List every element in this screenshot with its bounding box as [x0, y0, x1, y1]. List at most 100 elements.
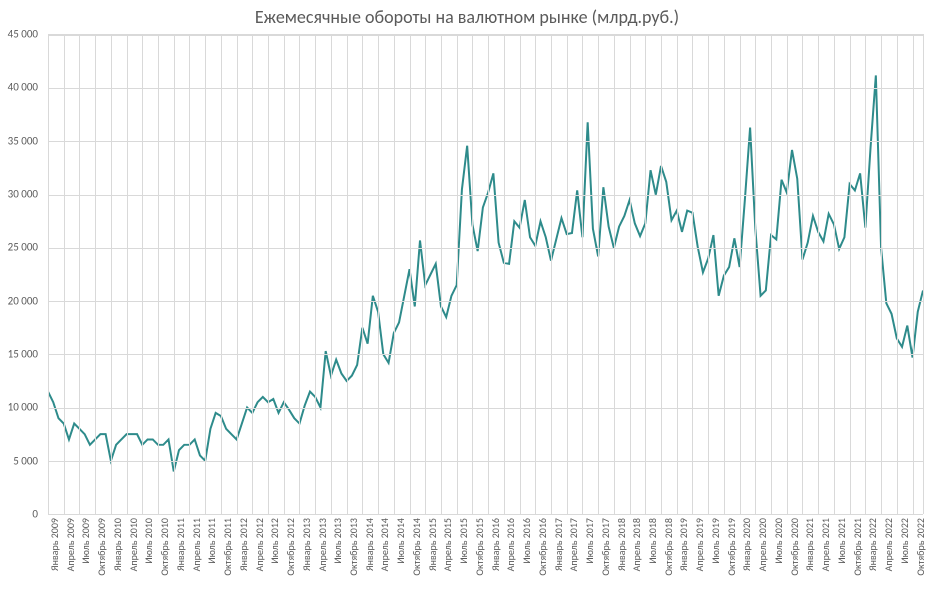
gridline-v [598, 35, 599, 514]
y-axis: 05 00010 00015 00020 00025 00030 00035 0… [0, 34, 44, 514]
x-tick-label: Апрель 2016 [504, 518, 517, 571]
plot-area [48, 34, 924, 514]
y-tick-label: 5 000 [13, 454, 38, 467]
gridline-v [488, 35, 489, 514]
x-tick-label: Октябрь 2015 [473, 518, 486, 576]
x-tick-label: Апрель 2010 [127, 518, 140, 571]
x-tick-label: Октябрь 2012 [284, 518, 297, 576]
gridline-v [677, 35, 678, 514]
y-tick-label: 45 000 [8, 28, 38, 41]
x-tick-label: Октябрь 2010 [158, 518, 171, 576]
gridline-h [48, 408, 923, 409]
gridline-v [457, 35, 458, 514]
x-tick-label: Июль 2014 [394, 518, 407, 564]
series-line [48, 75, 923, 471]
x-tick-label: Октябрь 2019 [725, 518, 738, 576]
line-chart-svg [48, 35, 923, 514]
x-axis: Январь 2009Апрель 2009Июль 2009Октябрь 2… [48, 516, 924, 594]
gridline-h [48, 88, 923, 89]
gridline-v [410, 35, 411, 514]
x-tick-label: Апрель 2019 [693, 518, 706, 571]
x-tick-label: Январь 2020 [740, 518, 753, 571]
chart-title: Ежемесячные обороты на валютном рынке (м… [0, 6, 934, 28]
gridline-v [299, 35, 300, 514]
x-tick-label: Январь 2009 [48, 518, 61, 571]
gridline-h [48, 461, 923, 462]
x-tick-label: Октябрь 2021 [851, 518, 864, 576]
y-tick-label: 40 000 [8, 81, 38, 94]
x-tick-label: Июль 2011 [205, 518, 218, 564]
y-tick-label: 20 000 [8, 294, 38, 307]
gridline-v [347, 35, 348, 514]
gridline-v [755, 35, 756, 514]
gridline-v [237, 35, 238, 514]
x-tick-label: Июль 2020 [772, 518, 785, 564]
x-tick-label: Январь 2022 [866, 518, 879, 571]
x-tick-label: Июль 2009 [79, 518, 92, 564]
y-tick-label: 35 000 [8, 134, 38, 147]
x-tick-label: Апрель 2013 [316, 518, 329, 571]
gridline-h [48, 514, 923, 515]
x-tick-label: Январь 2011 [174, 518, 187, 571]
x-tick-label: Июль 2010 [142, 518, 155, 564]
gridline-v [520, 35, 521, 514]
x-tick-label: Октябрь 2016 [536, 518, 549, 576]
gridline-v [630, 35, 631, 514]
x-tick-label: Октябрь 2018 [662, 518, 675, 576]
gridline-v [378, 35, 379, 514]
gridline-v [189, 35, 190, 514]
gridline-v [802, 35, 803, 514]
gridline-v [441, 35, 442, 514]
x-tick-label: Октябрь 2009 [95, 518, 108, 576]
x-tick-label: Апрель 2020 [756, 518, 769, 571]
gridline-v [771, 35, 772, 514]
gridline-v [504, 35, 505, 514]
x-tick-label: Июль 2013 [331, 518, 344, 564]
x-tick-label: Апрель 2015 [441, 518, 454, 571]
gridline-v [64, 35, 65, 514]
gridline-v [834, 35, 835, 514]
gridline-v [661, 35, 662, 514]
x-tick-label: Апрель 2017 [567, 518, 580, 571]
gridline-v [362, 35, 363, 514]
x-tick-label: Апрель 2009 [64, 518, 77, 571]
gridline-v [221, 35, 222, 514]
gridline-v [142, 35, 143, 514]
gridline-v [567, 35, 568, 514]
gridline-v [394, 35, 395, 514]
gridline-v [315, 35, 316, 514]
x-tick-label: Январь 2012 [237, 518, 250, 571]
gridline-v [818, 35, 819, 514]
gridline-v [865, 35, 866, 514]
gridline-h [48, 195, 923, 196]
x-tick-label: Январь 2017 [552, 518, 565, 571]
x-tick-label: Январь 2010 [111, 518, 124, 571]
gridline-v [111, 35, 112, 514]
gridline-h [48, 141, 923, 142]
gridline-h [48, 301, 923, 302]
y-tick-label: 10 000 [8, 401, 38, 414]
gridline-v [787, 35, 788, 514]
gridline-h [48, 35, 923, 36]
x-tick-label: Июль 2022 [898, 518, 911, 564]
y-tick-label: 0 [32, 508, 38, 521]
gridline-v [205, 35, 206, 514]
x-tick-label: Апрель 2012 [253, 518, 266, 571]
gridline-v [158, 35, 159, 514]
x-tick-label: Июль 2021 [835, 518, 848, 564]
x-tick-label: Июль 2017 [583, 518, 596, 564]
x-tick-label: Январь 2018 [615, 518, 628, 571]
gridline-v [95, 35, 96, 514]
x-tick-label: Январь 2013 [300, 518, 313, 571]
gridline-v [614, 35, 615, 514]
gridline-v [48, 35, 49, 514]
gridline-v [174, 35, 175, 514]
gridline-v [708, 35, 709, 514]
x-tick-label: Апрель 2022 [882, 518, 895, 571]
gridline-v [472, 35, 473, 514]
x-tick-label: Январь 2015 [426, 518, 439, 571]
x-tick-label: Апрель 2018 [630, 518, 643, 571]
y-tick-label: 30 000 [8, 187, 38, 200]
gridline-h [48, 354, 923, 355]
gridline-v [268, 35, 269, 514]
